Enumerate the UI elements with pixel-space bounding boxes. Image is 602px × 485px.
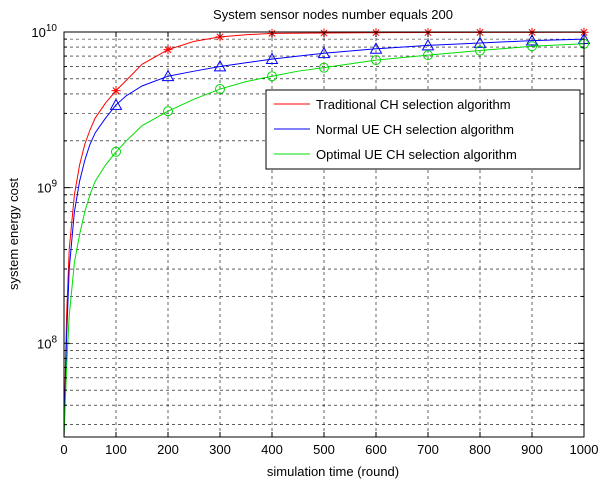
x-tick-label: 0 bbox=[60, 442, 67, 457]
x-tick-label: 100 bbox=[105, 442, 127, 457]
x-axis-label: simulation time (round) bbox=[267, 464, 399, 479]
series-marker bbox=[213, 60, 227, 72]
series-marker bbox=[109, 98, 123, 110]
series-marker bbox=[265, 52, 279, 64]
series-1 bbox=[63, 32, 591, 438]
series-line bbox=[63, 38, 585, 438]
series-marker bbox=[319, 62, 329, 73]
series-marker bbox=[421, 38, 435, 51]
legend-label: Optimal UE CH selection algorithm bbox=[316, 147, 517, 162]
plot-area bbox=[63, 27, 591, 438]
x-axis: 0 100 200 300 400 500 600 700 800 900 1000 bbox=[60, 32, 598, 457]
series-line bbox=[63, 31, 585, 438]
series-marker bbox=[371, 55, 381, 66]
series-line bbox=[63, 43, 585, 438]
series-marker bbox=[163, 45, 173, 55]
series-marker bbox=[475, 45, 485, 56]
legend-label: Traditional CH selection algorithm bbox=[316, 97, 511, 112]
series-marker bbox=[111, 86, 121, 96]
series-marker bbox=[163, 106, 173, 117]
legend: Traditional CH selection algorithm Normal… bbox=[265, 89, 581, 170]
x-tick-label: 700 bbox=[417, 442, 439, 457]
series-marker bbox=[111, 146, 121, 157]
series-marker bbox=[423, 50, 433, 61]
x-tick-label: 1000 bbox=[570, 442, 599, 457]
series-marker bbox=[317, 46, 331, 59]
series-marker bbox=[267, 71, 277, 82]
x-tick-label: 300 bbox=[209, 442, 231, 457]
x-tick-label: 900 bbox=[521, 442, 543, 457]
y-axis-label: system energy cost bbox=[6, 178, 21, 290]
series-marker bbox=[215, 84, 225, 95]
chart-title: System sensor nodes number equals 200 bbox=[213, 7, 453, 22]
y-tick-label: 1010 bbox=[31, 23, 57, 40]
series-marker bbox=[473, 36, 487, 48]
x-tick-label: 500 bbox=[313, 442, 335, 457]
y-tick-label: 109 bbox=[37, 179, 57, 196]
x-tick-label: 200 bbox=[157, 442, 179, 457]
x-tick-label: 600 bbox=[365, 442, 387, 457]
series-marker bbox=[527, 41, 537, 52]
y-tick-label: 108 bbox=[37, 334, 57, 351]
x-tick-label: 400 bbox=[261, 442, 283, 457]
legend-box bbox=[265, 89, 581, 170]
series-marker bbox=[525, 34, 539, 46]
y-axis: 108 109 1010 bbox=[31, 23, 584, 426]
x-tick-label: 800 bbox=[469, 442, 491, 457]
star-stroke bbox=[164, 46, 172, 54]
star-stroke bbox=[112, 87, 120, 95]
series-marker bbox=[369, 42, 383, 54]
legend-label: Normal UE CH selection algorithm bbox=[316, 122, 514, 137]
series-marker bbox=[161, 69, 175, 82]
